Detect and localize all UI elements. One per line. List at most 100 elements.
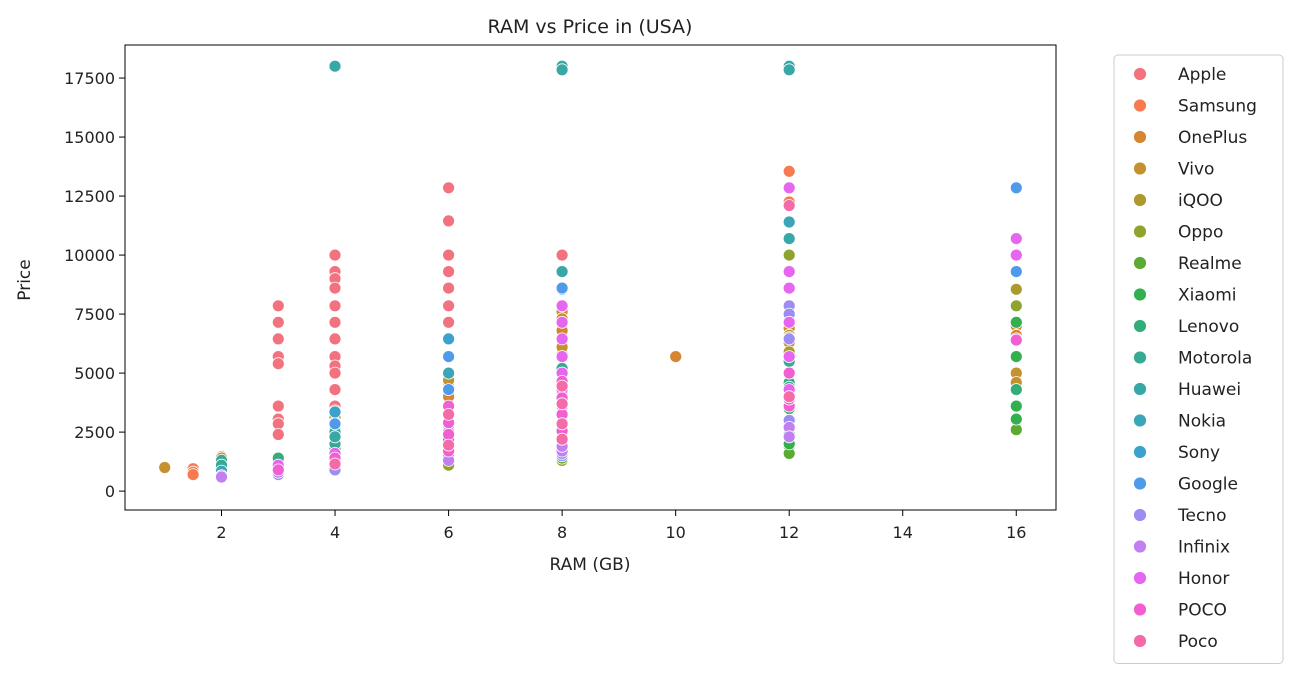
legend-marker-infinix	[1133, 539, 1147, 554]
x-tick-label: 10	[665, 523, 685, 542]
legend-label-iqoo: iQOO	[1178, 191, 1223, 211]
data-point-honor	[555, 350, 569, 364]
y-tick-label: 7500	[74, 305, 115, 324]
legend-marker-apple	[1133, 67, 1147, 81]
data-point-apple	[271, 299, 285, 313]
data-point-huawei	[782, 63, 796, 77]
legend-marker-oneplus	[1133, 130, 1147, 144]
data-point-apple	[271, 315, 285, 329]
legend-marker-samsung	[1133, 98, 1147, 113]
x-tick-label: 6	[443, 523, 453, 542]
y-tick-label: 2500	[74, 423, 115, 442]
legend-label-oppo: Oppo	[1178, 223, 1223, 243]
data-point-xiaomi	[1009, 412, 1023, 426]
data-point-apple	[328, 332, 342, 346]
legend-label-infinix: Infinix	[1178, 538, 1230, 558]
data-point-poco	[782, 390, 796, 404]
legend-marker-poco	[1133, 634, 1147, 648]
legend-label-samsung: Samsung	[1178, 97, 1257, 117]
legend-marker-tecno	[1133, 508, 1147, 522]
data-point-apple	[442, 281, 456, 295]
legend-label-xiaomi: Xiaomi	[1178, 286, 1236, 306]
data-point-oppo	[1009, 299, 1023, 313]
data-point-apple	[442, 248, 456, 262]
data-point-xiaomi	[1009, 399, 1023, 413]
legend-marker-poco	[1133, 602, 1147, 617]
legend-marker-nokia	[1133, 413, 1147, 428]
data-point-nokia	[782, 215, 796, 229]
data-point-google	[1009, 265, 1023, 279]
x-tick-label: 8	[557, 523, 567, 542]
legend-marker-huawei	[1133, 382, 1147, 396]
data-point-poco	[555, 397, 569, 411]
data-point-nokia	[442, 366, 456, 380]
data-point-lenovo	[1009, 383, 1023, 397]
x-tick-label: 2	[216, 523, 226, 542]
legend-label-nokia: Nokia	[1178, 412, 1226, 432]
data-point-google	[328, 417, 342, 431]
data-point-iqoo	[1009, 282, 1023, 296]
data-point-huawei	[328, 59, 342, 73]
legend-label-huawei: Huawei	[1178, 380, 1241, 400]
legend-label-motorola: Motorola	[1178, 349, 1252, 369]
data-point-google	[442, 383, 456, 397]
data-point-huawei	[328, 430, 342, 444]
y-tick-label: 17500	[64, 69, 115, 88]
data-point-apple	[271, 357, 285, 371]
y-tick-label: 10000	[64, 246, 115, 265]
x-tick-label: 4	[330, 523, 340, 542]
x-tick-label: 12	[779, 523, 799, 542]
legend-marker-lenovo	[1133, 319, 1147, 333]
data-point-apple	[328, 248, 342, 262]
legend-marker-google	[1133, 476, 1147, 491]
y-axis-label: Price	[15, 259, 35, 300]
data-point-apple	[271, 332, 285, 346]
data-point-oneplus	[669, 350, 683, 364]
data-point-xiaomi	[1009, 315, 1023, 329]
legend-label-oneplus: OnePlus	[1178, 128, 1247, 148]
y-tick-label: 5000	[74, 364, 115, 383]
data-point-sony	[328, 405, 342, 419]
data-point-poco	[555, 379, 569, 393]
data-point-apple	[328, 281, 342, 295]
data-point-vivo	[158, 461, 172, 474]
legend-label-poco: Poco	[1178, 632, 1218, 652]
data-point-sony	[442, 332, 456, 346]
data-point-huawei	[555, 265, 569, 279]
data-point-apple	[328, 315, 342, 329]
data-point-poco	[271, 463, 285, 477]
data-point-honor	[1009, 248, 1023, 262]
legend-label-sony: Sony	[1178, 443, 1220, 463]
data-point-apple	[271, 399, 285, 413]
y-tick-label: 15000	[64, 128, 115, 147]
data-point-google	[555, 281, 569, 295]
data-point-oppo	[782, 248, 796, 262]
legend-label-vivo: Vivo	[1178, 160, 1214, 180]
data-point-honor	[782, 281, 796, 295]
data-point-honor	[1009, 232, 1023, 246]
legend-marker-realme	[1133, 256, 1147, 270]
data-point-xiaomi	[1009, 350, 1023, 364]
chart-title: RAM vs Price in (USA)	[488, 16, 693, 38]
data-point-poco	[328, 457, 342, 471]
legend-marker-oppo	[1133, 224, 1147, 239]
data-point-honor	[782, 315, 796, 329]
legend-label-lenovo: Lenovo	[1178, 317, 1239, 337]
data-point-apple	[328, 383, 342, 397]
data-point-infinix	[782, 430, 796, 444]
data-point-apple	[442, 181, 456, 195]
data-point-samsung	[186, 468, 200, 482]
x-tick-label: 14	[893, 523, 913, 542]
data-point-apple	[442, 214, 456, 228]
legend-marker-sony	[1133, 445, 1147, 459]
legend: Apple Samsung OnePlus Vivo iQOO Oppo Realme Xia…	[1113, 54, 1284, 664]
legend-label-honor: Honor	[1178, 569, 1229, 589]
legend-marker-iqoo	[1133, 193, 1147, 207]
data-point-honor	[555, 315, 569, 329]
data-point-poco	[555, 432, 569, 446]
data-point-poco	[782, 366, 796, 380]
data-point-honor	[555, 332, 569, 346]
data-point-honor	[782, 181, 796, 195]
